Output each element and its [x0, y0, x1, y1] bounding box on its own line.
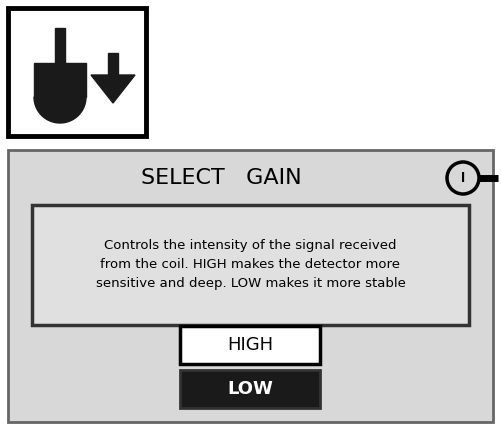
Bar	[8, 150, 493, 422]
Bar	[180, 370, 321, 408]
Text: LOW: LOW	[227, 380, 274, 398]
Text: HIGH: HIGH	[227, 336, 274, 354]
Bar	[108, 53, 118, 75]
Polygon shape	[34, 97, 86, 123]
Polygon shape	[91, 75, 135, 103]
Bar	[34, 63, 86, 97]
Bar	[180, 326, 321, 364]
Bar	[55, 28, 65, 63]
Ellipse shape	[447, 162, 479, 194]
Text: Controls the intensity of the signal received
from the coil. HIGH makes the dete: Controls the intensity of the signal rec…	[96, 240, 405, 291]
Text: l: l	[461, 172, 465, 184]
Bar	[32, 205, 469, 325]
Bar	[8, 8, 146, 136]
Text: SELECT   GAIN: SELECT GAIN	[141, 168, 302, 188]
